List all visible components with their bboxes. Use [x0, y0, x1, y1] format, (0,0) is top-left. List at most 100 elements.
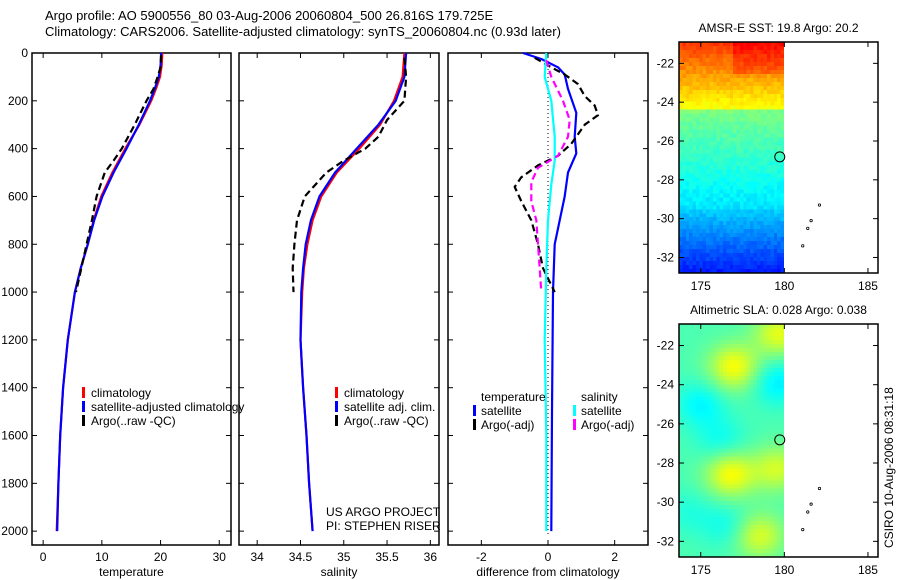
legend-label: satellite adj. clim.: [344, 400, 435, 414]
legend-header: salinity: [581, 390, 618, 404]
legend-label: Argo(-adj): [481, 418, 534, 432]
legend-swatch: [335, 401, 338, 412]
x-tick-label: 35.5: [375, 550, 399, 564]
figure-title-line1: Argo profile: AO 5900556_80 03-Aug-2006 …: [45, 8, 493, 23]
map-frame: [678, 41, 879, 274]
x-tick-label: 180: [774, 279, 794, 293]
x-axis-label: salinity: [321, 565, 358, 579]
profile-location-marker: [774, 434, 786, 446]
x-tick-label: 175: [691, 563, 711, 577]
pi-label: PI: STEPHEN RISER: [326, 519, 441, 533]
y-tick-label: -28: [657, 173, 675, 187]
series-line: [530, 59, 571, 293]
y-tick-label: -32: [657, 250, 675, 264]
island-coastline: [809, 218, 813, 223]
sst-map-image: [679, 42, 785, 273]
legend-label: satellite-adjusted climatology: [91, 400, 244, 414]
series-line: [522, 51, 578, 532]
legend-label: climatology: [344, 386, 404, 400]
x-tick-label: 2: [611, 550, 618, 564]
map-title: Altimetric SLA: 0.028 Argo: 0.038: [690, 303, 867, 317]
legend-swatch: [573, 419, 576, 430]
sst-map-panel: AMSR-E SST: 19.8 Argo: 20.2 175 180 185 -22 -…: [657, 21, 879, 293]
y-tick-label: 2000: [1, 524, 28, 538]
legend-swatch: [82, 401, 85, 412]
y-tick-label: -32: [657, 534, 675, 548]
y-tick-label: -30: [657, 212, 675, 226]
island-coastline: [801, 244, 805, 248]
legend-label: Argo(-adj): [581, 418, 634, 432]
y-tick-label: 1400: [1, 381, 28, 395]
legend-swatch: [573, 405, 576, 416]
x-tick-label: 180: [774, 563, 794, 577]
x-tick-label: 34.5: [289, 550, 313, 564]
legend-header: temperature: [481, 390, 546, 404]
sla-map-panel: Altimetric SLA: 0.028 Argo: 0.038 175 180 1…: [657, 303, 879, 577]
legend-label: Argo(..raw -QC): [91, 414, 176, 428]
legend-swatch: [82, 387, 85, 398]
y-tick-label: 600: [8, 189, 28, 203]
y-tick-label: 800: [8, 237, 28, 251]
x-tick-label: 185: [858, 563, 878, 577]
x-tick-label: 10: [95, 550, 109, 564]
x-tick-label: 175: [691, 279, 711, 293]
profile-location-marker: [774, 151, 786, 163]
figure-title-line2: Climatology: CARS2006. Satellite-adjuste…: [45, 24, 561, 39]
series-line: [543, 52, 556, 532]
y-tick-label: 0: [21, 46, 28, 60]
series-line: [299, 52, 408, 532]
y-tick-label: 1800: [1, 476, 28, 490]
legend-label: climatology: [91, 386, 151, 400]
y-tick-label: 200: [8, 94, 28, 108]
y-tick-label: 1000: [1, 285, 28, 299]
island-coastline: [817, 486, 822, 491]
series-line: [291, 57, 408, 293]
series-line: [513, 56, 600, 293]
map-frame: [678, 323, 879, 558]
x-tick-label: -2: [476, 550, 487, 564]
y-tick-label: -26: [657, 134, 675, 148]
x-tick-label: 34: [251, 550, 265, 564]
island-coastline: [809, 502, 813, 506]
y-tick-label: -26: [657, 417, 675, 431]
legend-swatch: [335, 415, 338, 426]
island-coastline: [817, 203, 822, 207]
legend-label: Argo(..raw -QC): [344, 414, 429, 428]
y-tick-label: 400: [8, 142, 28, 156]
y-tick-label: 1200: [1, 333, 28, 347]
x-axis-label: difference from climatology: [476, 565, 619, 579]
x-tick-label: 36: [424, 550, 438, 564]
legend-swatch: [82, 415, 85, 426]
legend-swatch: [473, 419, 476, 430]
island-coastline: [801, 527, 805, 532]
x-tick-label: 185: [858, 279, 878, 293]
legend-swatch: [473, 405, 476, 416]
x-tick-label: 0: [40, 550, 47, 564]
y-tick-label: -24: [657, 95, 675, 109]
y-tick-label: -30: [657, 495, 675, 509]
profile-panel-2: 34 34.5 35 35.5 36 salinity climatologysatelli…: [238, 52, 440, 579]
plot-frame: [31, 52, 232, 546]
island-coastline: [806, 226, 810, 230]
legend-swatch: [335, 387, 338, 398]
timestamp-stamp: CSIRO 10-Aug-2006 08:31:18: [882, 387, 896, 548]
x-tick-label: 35: [337, 550, 351, 564]
y-tick-label: -28: [657, 456, 675, 470]
legend-label: satellite: [581, 404, 622, 418]
project-label: US ARGO PROJECT: [326, 505, 441, 519]
x-tick-label: 30: [213, 550, 227, 564]
profile-panel-1: 0 10 20 30 0 200 400 600 800 1000 1200 1400 1600 1800…: [1, 46, 244, 579]
plot-frame: [238, 52, 440, 546]
sla-map-image: [679, 324, 785, 557]
y-tick-label: 1600: [1, 429, 28, 443]
map-title: AMSR-E SST: 19.8 Argo: 20.2: [698, 21, 858, 35]
island-coastline: [806, 510, 810, 514]
series-line: [74, 55, 163, 293]
y-tick-label: -22: [657, 339, 675, 353]
x-axis-label: temperature: [99, 565, 164, 579]
y-tick-label: -22: [657, 56, 675, 70]
